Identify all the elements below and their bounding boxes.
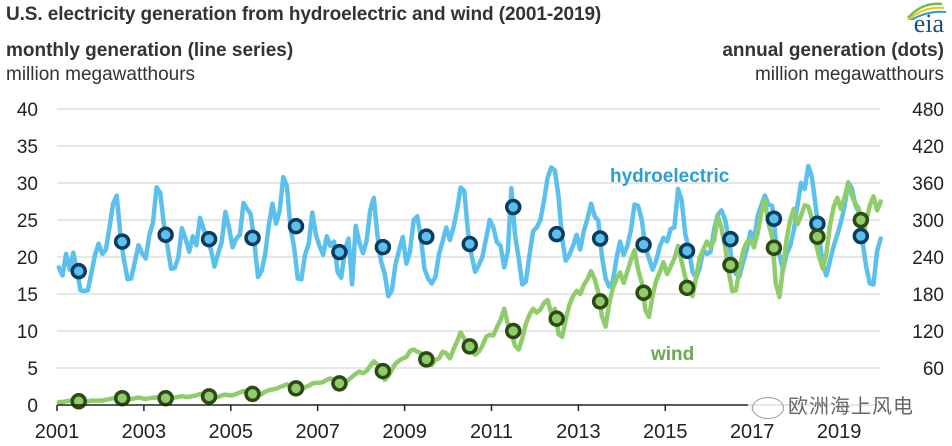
wind-annual-dot [548,310,565,327]
hydroelectric-series-label: hydroelectric [610,166,730,187]
right-tick-label: 480 [912,100,944,121]
wind-series-label: wind [650,344,694,365]
x-tick-label: 2017 [730,421,775,443]
wind-annual-dot [70,393,87,410]
wind-annual-dot [765,239,783,256]
left-axis-unit: million megawatthours [6,64,196,85]
hydro-annual-dot [244,229,261,247]
right-tick-label: 360 [912,174,944,195]
left-axis-ticks: 0 5 10 15 20 25 30 35 40 [17,100,38,417]
wind-annual-dot [200,388,218,405]
wind-annual-dot [374,362,392,380]
right-tick-label: 300 [912,211,944,232]
x-tick-label: 2009 [382,421,427,443]
hydro-annual-dot [70,262,87,280]
hydro-annual-dot [374,238,392,256]
chart-title: U.S. electricity generation from hydroel… [6,4,602,25]
left-axis-subtitle: monthly generation (line series) [6,40,294,61]
left-tick-label: 35 [17,137,38,158]
wind-annual-dot [635,284,652,302]
series-labels: hydroelectric wind [610,166,730,365]
wind-annual-dot [591,293,609,310]
wind-annual-dot [722,256,739,274]
left-tick-label: 5 [27,359,38,380]
wind-annual-dot [678,279,696,297]
left-tick-label: 40 [17,100,38,121]
wind-annual-dot [852,211,870,229]
right-tick-label: 420 [912,137,944,158]
right-tick-label: 240 [912,248,944,269]
hydro-annual-dot [200,230,218,248]
hydro-annual-dot [504,198,522,216]
hydro-annual-dot [418,228,435,245]
x-tick-label: 2005 [209,421,254,443]
wind-annual-dot [461,338,479,355]
watermark: 欧洲海上风电 [748,390,918,419]
series-lines [56,163,883,405]
x-tick-label: 2003 [122,421,167,443]
wind-annual-dot [809,228,826,245]
right-tick-label: 120 [912,322,944,343]
x-tick-label: 2013 [556,421,601,443]
eia-swoosh-icon [907,2,946,20]
hydro-annual-dot [635,236,652,253]
wind-annual-dot [244,385,261,403]
eia-logo-text: eia [913,9,944,38]
x-tick-label: 2007 [295,421,340,443]
wechat-icon [752,396,784,419]
right-axis-subtitle: annual generation (dots) [722,40,944,61]
wind-annual-dot [113,389,131,407]
left-tick-label: 30 [17,174,38,195]
left-tick-label: 25 [17,211,38,232]
left-tick-label: 0 [27,396,38,417]
hydro-annual-dot [287,217,305,235]
left-tick-label: 10 [17,322,38,343]
gridlines [57,108,880,369]
hydro-annual-dot [331,243,348,261]
x-tick-label: 2015 [643,421,688,443]
hydro-annual-dot [461,235,479,253]
wind-annual-dot [287,380,305,397]
wind-annual-dot [504,322,522,340]
hydro-annual-dot [548,225,565,243]
hydro-annual-dot [809,215,826,232]
x-tick-label: 2001 [35,421,80,443]
series-dots [70,198,870,410]
hydro-annual-dot [678,242,696,260]
wind-annual-dot [331,375,348,392]
hydro-annual-dot [591,230,609,247]
hydro-annual-dot [765,210,783,228]
x-tick-label: 2011 [470,421,513,443]
x-axis: 2001 2003 2005 2007 2009 2011 2013 2015 2017 2019 [35,404,880,443]
watermark-text: 欧洲海上风电 [788,396,914,418]
hydro-annual-dot [722,230,739,248]
right-tick-label: 60 [923,359,944,380]
right-axis-ticks: 60 120 180 240 300 360 420 480 [912,100,944,380]
hydro-annual-dot [157,226,174,244]
wind-annual-dot [157,389,174,407]
right-axis-unit: million megawatthours [754,64,944,85]
wind-annual-dot [418,351,435,368]
right-tick-label: 180 [912,285,944,306]
x-tick-label: 2019 [817,421,862,443]
left-tick-label: 15 [17,285,38,306]
hydro-annual-dot [852,227,870,245]
eia-logo: eia [900,0,946,38]
hydro-annual-dot [113,233,131,250]
left-tick-label: 20 [17,248,38,269]
